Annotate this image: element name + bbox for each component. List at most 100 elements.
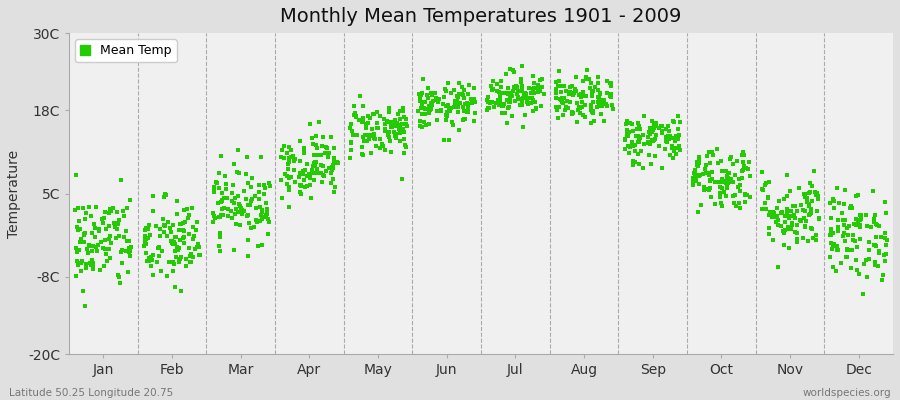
Point [530,89,544,95]
Point [212,170,227,176]
Point [521,101,535,107]
Point [568,86,582,92]
Point [237,208,251,214]
Point [654,122,669,129]
Point [603,80,617,86]
Point [715,202,729,209]
Point [689,176,704,183]
Point [836,217,850,223]
Point [362,135,376,142]
Point [696,170,710,177]
Point [604,90,618,97]
Point [348,110,363,116]
Point [755,169,770,176]
Point [649,132,663,138]
Point [692,173,706,179]
Point [86,257,100,263]
Point [415,90,429,96]
Point [241,180,256,186]
Point [798,218,813,224]
Point [307,160,321,166]
Point [86,262,100,268]
Point [552,77,566,84]
Point [328,184,342,190]
Point [300,183,314,190]
Point [353,93,367,99]
Point [313,152,328,158]
Point [293,170,308,176]
Point [565,108,580,115]
Point [280,181,294,188]
Point [500,120,514,126]
Point [825,246,840,252]
Point [327,155,341,162]
Point [710,160,724,166]
Point [345,140,359,146]
Point [761,231,776,237]
Point [420,95,435,102]
Point [310,170,324,176]
Point [554,88,568,95]
Point [418,106,433,112]
Point [359,121,374,128]
Point [68,245,83,251]
Point [778,212,792,219]
Point [565,83,580,90]
Point [420,92,435,98]
Point [770,222,785,228]
Point [238,196,253,202]
Point [253,217,267,224]
Point [274,154,288,160]
Point [378,146,392,153]
Point [243,198,257,204]
Point [464,96,478,102]
Point [706,168,720,175]
Point [592,100,607,106]
Title: Monthly Mean Temperatures 1901 - 2009: Monthly Mean Temperatures 1901 - 2009 [281,7,681,26]
Point [77,303,92,310]
Point [593,111,608,118]
Point [388,119,402,126]
Point [287,158,302,165]
Point [812,216,826,222]
Point [384,124,399,130]
Point [307,170,321,176]
Point [448,99,463,106]
Point [644,131,658,138]
Point [868,262,882,268]
Point [384,148,399,155]
Point [759,180,773,186]
Point [481,94,495,100]
Point [774,210,788,216]
Point [314,162,328,168]
Point [234,211,248,217]
Point [297,150,311,157]
Point [824,254,838,260]
Point [173,221,187,227]
Point [874,234,888,240]
Point [876,272,890,278]
Point [518,112,532,118]
Point [597,97,611,104]
Point [502,99,517,105]
Point [706,152,721,158]
Point [533,88,547,95]
Point [392,126,407,132]
Point [400,144,414,150]
Point [797,224,812,230]
Point [621,129,635,135]
Point [71,262,86,268]
Point [174,221,188,228]
Point [599,100,614,107]
Point [282,204,296,210]
Point [327,189,341,195]
Point [529,106,544,112]
Point [292,137,307,144]
Point [506,66,520,73]
Point [805,183,819,190]
Point [374,113,388,119]
Point [78,261,93,267]
Point [321,164,336,171]
Point [243,202,257,209]
Point [514,87,528,94]
